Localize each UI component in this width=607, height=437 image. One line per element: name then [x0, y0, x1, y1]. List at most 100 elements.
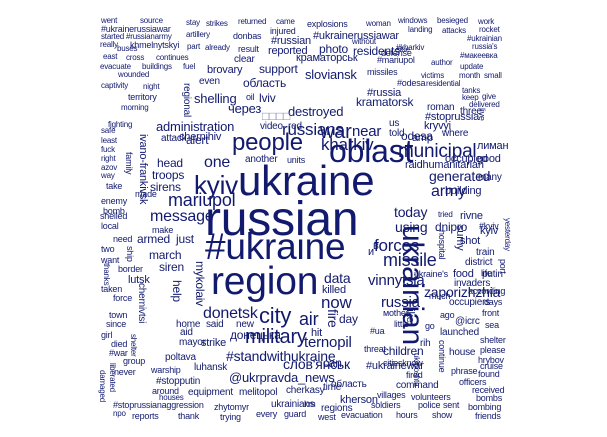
word-make: make: [152, 225, 174, 235]
word-poltava: poltava: [165, 352, 196, 363]
word-landing: landing: [408, 25, 433, 34]
word-volunteers: volunteers: [411, 392, 451, 402]
word-already: already: [205, 43, 230, 52]
word-small-cyr: в: [373, 240, 379, 252]
word-fuel: fuel: [183, 62, 196, 71]
word-result: result: [238, 44, 259, 54]
word-victims: victims: [421, 71, 445, 80]
word-region: region: [211, 260, 319, 303]
word-russias: russia's: [472, 42, 498, 51]
word-bomb: bomb: [103, 206, 125, 216]
word-mother: мother: [383, 308, 409, 318]
word-war: war: [320, 121, 352, 143]
word-guard: guard: [284, 409, 307, 419]
word-data: data: [324, 270, 351, 286]
word-east: east: [103, 52, 118, 61]
word-want: want: [101, 255, 120, 265]
word-donbas: donbas: [233, 31, 262, 41]
word-every: every: [256, 409, 278, 419]
word-roman: roman: [427, 102, 455, 113]
word-cherkasy: cherkasy: [286, 385, 325, 396]
word-missile: missile: [383, 250, 437, 270]
word-day: day: [339, 312, 358, 326]
word-today: today: [394, 204, 428, 220]
word-ukrainerussiawar2: #ukrainerussiawar: [101, 24, 171, 34]
word-destroyed: destroyed: [288, 104, 344, 119]
word-kharkiv: kharkiv: [321, 135, 374, 154]
word-armed: armed: [137, 232, 171, 246]
word-kryvyi: kryvyi: [424, 120, 451, 132]
word-hrybov: hrybov: [478, 355, 504, 365]
word-made: made: [135, 189, 157, 199]
word-generated: generated: [429, 168, 491, 184]
word-villages: villages: [377, 390, 406, 400]
word-standwithukraine: #standwithukraine: [226, 348, 336, 364]
word-cross: cross: [126, 53, 145, 62]
word-local: local: [101, 221, 119, 231]
word-never: never: [114, 367, 136, 377]
word-much: much: [429, 291, 451, 301]
word-shelter2: shelter: [480, 335, 506, 345]
word-artillery: artillery: [186, 30, 210, 39]
word-two: two: [101, 244, 115, 254]
word-show: show: [432, 410, 453, 420]
word-go: go: [425, 321, 435, 331]
word-strike: strike: [201, 337, 227, 349]
word-border: border: [118, 264, 143, 274]
word-buses: buses: [117, 44, 138, 53]
word-lyman: лиман: [477, 140, 509, 152]
word-defense: defense: [381, 48, 412, 58]
word-administration: administration: [156, 119, 235, 134]
word-front: front: [482, 308, 500, 318]
word-dnipro: dnipro: [435, 220, 468, 234]
word-chernihiv: chernihiv: [179, 131, 222, 143]
word-occupiers: occupiers: [449, 297, 490, 308]
word-small: small: [484, 71, 502, 80]
word-amp: amp: [412, 132, 433, 144]
word-captivity: captivity: [101, 81, 129, 90]
word-another: another: [245, 154, 278, 165]
word-life: life: [481, 268, 492, 278]
word-shelled: shelled: [100, 211, 128, 221]
word-ukrainians: ukrainians: [271, 399, 315, 410]
word-chernivtsi: chernivtsi: [136, 283, 147, 324]
word-food: food: [453, 268, 474, 280]
word-sea: sea: [485, 320, 499, 330]
word-melitopol: melitopol: [239, 387, 278, 398]
word-odesa-hash: #odesa: [397, 78, 426, 88]
word-safe: safe: [101, 126, 116, 135]
word-zhytomyr: zhytomyr: [214, 402, 249, 412]
word-sumy: sumy: [454, 225, 466, 251]
word-bombing: bombing: [468, 402, 502, 412]
word-came: came: [276, 17, 295, 26]
word-regions: regions: [321, 403, 353, 414]
word-forces: forces: [374, 236, 420, 255]
word-warship: warship: [151, 365, 181, 375]
word-icrc: @icrc: [455, 316, 480, 327]
word-enemy: enemy: [101, 196, 128, 206]
word-aid: aid: [180, 327, 193, 338]
word-russianarmy: #russianarmy: [126, 32, 172, 41]
word-district: district: [465, 257, 493, 268]
word-stay: stay: [186, 18, 200, 27]
word-occupied: occupied: [445, 153, 488, 165]
word-home: home: [176, 319, 201, 330]
word-keep: keep: [462, 93, 479, 102]
word-lutsk: lutsk: [128, 274, 150, 286]
word-continue: continue: [437, 340, 447, 373]
word-odesa: odesa: [401, 129, 433, 143]
word-residential: residential: [426, 79, 461, 88]
word-mariupol-hash: #mariupol: [377, 55, 415, 65]
word-brovary: brovary: [207, 64, 243, 76]
word-side: side: [396, 45, 410, 54]
word-please: please: [480, 345, 506, 355]
word-reports: reports: [132, 411, 159, 421]
word-one: one: [204, 154, 231, 171]
word-live: live: [477, 108, 487, 121]
word-house: house: [449, 347, 476, 358]
word-where: where: [442, 128, 469, 139]
word-sloviansk: sloviansk: [305, 67, 357, 82]
word-command: command: [396, 380, 439, 391]
word-said: said: [206, 319, 224, 330]
